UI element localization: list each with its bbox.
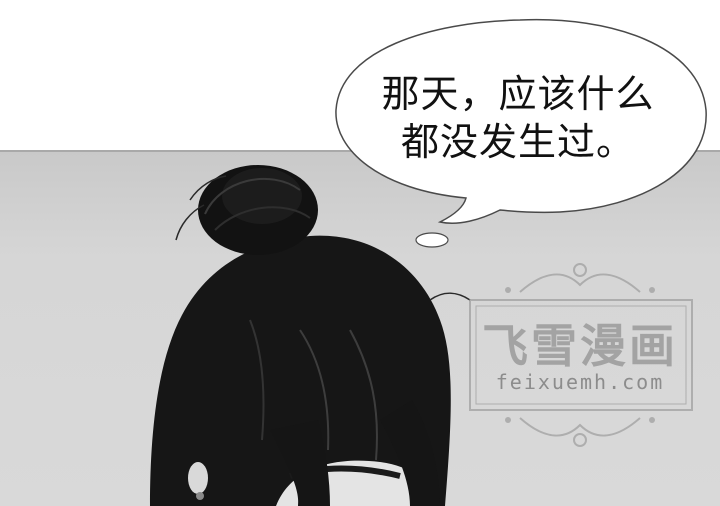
speech-line-2: 都没发生过。 [400,120,635,164]
watermark-frame [469,263,693,447]
watermark-title: 飞雪漫画 [482,319,678,373]
speech-bubble [335,18,707,248]
speech-line-1: 那天，应该什么 [381,72,655,116]
speech-bubble-text: 那天，应该什么 都没发生过。 [352,70,684,166]
watermark-url: feixuemh.com [495,370,665,394]
watermark: 飞雪漫画 feixuemh.com [448,248,712,458]
girl-hair [150,165,471,506]
